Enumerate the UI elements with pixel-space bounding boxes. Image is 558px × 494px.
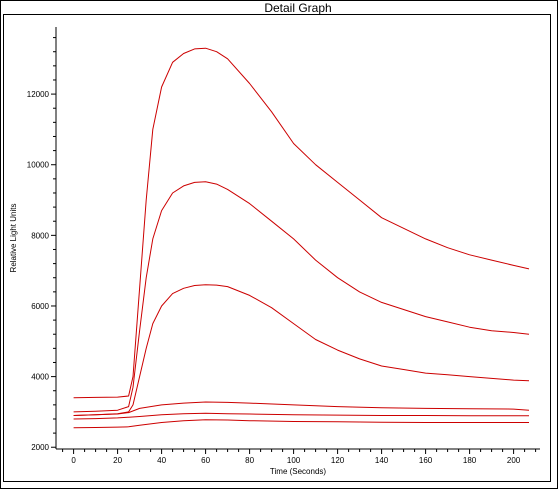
graph-frame (3, 14, 551, 482)
x-tick-label: 160 (419, 456, 433, 465)
x-tick-label: 0 (71, 456, 76, 465)
y-tick-label: 2000 (31, 443, 49, 452)
y-tick-label: 10000 (27, 161, 50, 170)
x-tick-label: 140 (375, 456, 389, 465)
series-line-1 (73, 47, 530, 399)
x-axis-label: Time (Seconds) (270, 467, 327, 476)
x-tick-label: 20 (113, 456, 122, 465)
series-line-6 (73, 419, 529, 429)
y-tick-label: 4000 (31, 373, 49, 382)
x-tick-label: 200 (507, 456, 521, 465)
series-line-4 (73, 401, 530, 416)
x-tick-label: 180 (463, 456, 477, 465)
series-group (73, 47, 530, 429)
x-tick-label: 120 (331, 456, 345, 465)
x-tick-label: 80 (245, 456, 254, 465)
y-tick-label: 8000 (31, 231, 49, 240)
series-line-2 (73, 181, 530, 413)
x-tick-label: 100 (287, 456, 301, 465)
series-line-3 (73, 284, 530, 416)
y-tick-label: 6000 (31, 302, 49, 311)
y-axis-label: Relative Light Units (9, 204, 18, 273)
x-tick-label: 40 (157, 456, 166, 465)
y-tick-label: 12000 (27, 90, 50, 99)
y-axis-ticks: 2000 4000 6000 8000 10000 12000 (27, 37, 56, 452)
x-tick-label: 60 (201, 456, 210, 465)
chart-title: Detail Graph (264, 1, 331, 15)
x-axis-ticks: 0 20 40 60 80 100 120 140 160 180 200 (62, 449, 537, 465)
series-line-5 (73, 412, 529, 420)
